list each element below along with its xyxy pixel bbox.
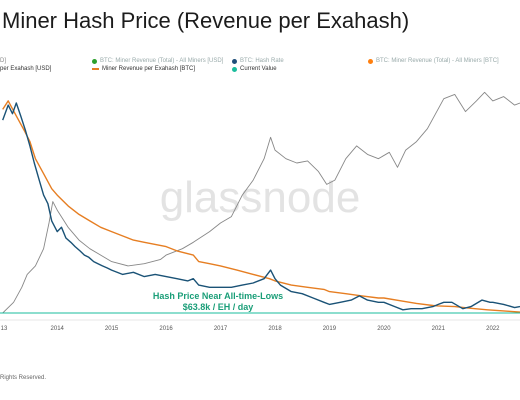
series-line-hash-price-btc (2, 100, 520, 313)
series-layer (2, 91, 520, 314)
legend-item-hash-rate[interactable]: BTC: Hash Rate (232, 58, 284, 64)
legend-item-usd-prefix[interactable]: D] (0, 58, 6, 64)
legend-label: BTC: Hash Rate (240, 58, 284, 64)
teal-dot-icon (232, 66, 237, 72)
series-line-hash-price-usd (2, 102, 520, 311)
annotation-line2: $63.8k / EH / day (183, 302, 254, 312)
legend-label: BTC: Miner Revenue (Total) - All Miners … (376, 58, 499, 64)
legend-label: D] (0, 58, 6, 64)
x-tick-layer: 13 2014 2015 2016 2017 2018 2019 2020 2021 2022 (1, 326, 500, 332)
legend-item-hash-price-btc[interactable]: Miner Revenue per Exahash [BTC] (92, 66, 195, 72)
x-tick-label: 2021 (432, 326, 446, 332)
x-tick-label: 13 (1, 326, 8, 332)
green-dot-icon (92, 58, 97, 64)
x-tick-label: 2014 (51, 326, 65, 332)
legend-item-miner-revenue-usd[interactable]: BTC: Miner Revenue (Total) - All Miners … (92, 58, 223, 64)
x-tick-label: 2016 (159, 326, 173, 332)
x-tick-label: 2018 (268, 326, 282, 332)
legend-item-current-value[interactable]: Current Value (232, 66, 277, 72)
legend-item-hash-price-usd[interactable]: per Exahash [USD] (0, 66, 51, 72)
chart-title: Miner Hash Price (Revenue per Exahash) (2, 8, 410, 33)
legend-item-miner-revenue-btc[interactable]: BTC: Miner Revenue (Total) - All Miners … (368, 58, 499, 64)
orange-line-icon (92, 68, 99, 70)
orange-dot-icon (368, 58, 373, 64)
x-tick-label: 2020 (377, 326, 391, 332)
legend-label: per Exahash [USD] (0, 66, 52, 72)
watermark: glassnode (160, 173, 361, 222)
x-tick-label: 2015 (105, 326, 119, 332)
x-tick-label: 2019 (323, 326, 337, 332)
legend-label: Current Value (240, 66, 277, 72)
series-line-background-price (2, 91, 520, 314)
annotation-line1: Hash Price Near All-time-Lows (153, 291, 283, 301)
legend-label: BTC: Miner Revenue (Total) - All Miners … (100, 58, 224, 64)
legend-label: Miner Revenue per Exahash [BTC] (102, 66, 196, 72)
footer-copyright: Rights Reserved. (0, 375, 47, 381)
x-tick-label: 2022 (486, 326, 500, 332)
blue-dot-icon (232, 58, 237, 64)
x-tick-label: 2017 (214, 326, 228, 332)
